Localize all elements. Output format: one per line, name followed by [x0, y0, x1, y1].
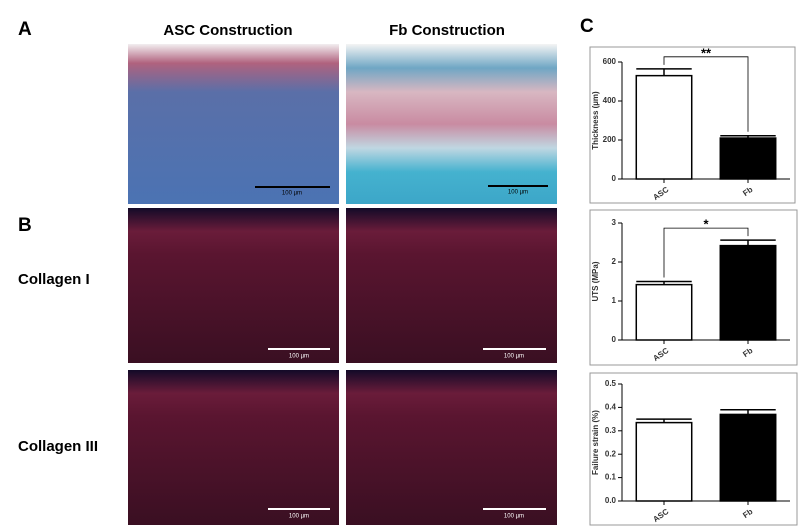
- micrograph: [128, 370, 339, 525]
- y-tick-label: 0.3: [605, 426, 617, 435]
- significance-label: **: [701, 45, 712, 60]
- y-tick-label: 0.5: [605, 379, 617, 388]
- column-header: ASC Construction: [163, 22, 292, 39]
- significance-label: *: [703, 217, 709, 232]
- y-axis-label: UTS (MPa): [591, 261, 600, 301]
- bar: [635, 74, 693, 180]
- bar: [635, 421, 693, 502]
- row-label: Collagen I: [18, 271, 90, 288]
- scale-bar-label: 100 µm: [289, 514, 309, 520]
- micrograph: [346, 208, 557, 363]
- y-tick-label: 3: [612, 218, 617, 227]
- x-tick-label: ASC: [651, 185, 670, 202]
- y-tick-label: 0: [612, 174, 617, 183]
- y-tick-label: 0: [612, 335, 617, 344]
- scale-bar-label: 100 µm: [504, 354, 524, 360]
- scale-bar-label: 100 µm: [282, 191, 302, 197]
- bar: [635, 283, 693, 341]
- y-tick-label: 400: [603, 96, 617, 105]
- y-tick-label: 0.4: [605, 403, 617, 412]
- micrograph: [128, 44, 339, 204]
- y-tick-label: 0.1: [605, 473, 617, 482]
- bar: [719, 244, 777, 341]
- y-tick-label: 600: [603, 57, 617, 66]
- chart-frame: [589, 209, 798, 366]
- scale-bar: [268, 508, 330, 510]
- bar: [719, 137, 777, 180]
- panel-label: B: [18, 215, 32, 236]
- scale-bar-label: 100 µm: [289, 354, 309, 360]
- bar: [719, 413, 777, 502]
- scale-bar: [483, 348, 546, 350]
- panel-label: A: [18, 19, 32, 40]
- y-tick-label: 200: [603, 135, 617, 144]
- chart-frame: [589, 372, 798, 526]
- scale-bar: [268, 348, 330, 350]
- x-tick-label: ASC: [651, 507, 670, 524]
- y-tick-label: 2: [612, 257, 617, 266]
- scale-bar: [488, 185, 548, 187]
- y-tick-label: 0.2: [605, 449, 617, 458]
- x-tick-label: Fb: [741, 346, 754, 359]
- x-tick-label: Fb: [741, 507, 754, 520]
- micrograph: [128, 208, 339, 363]
- y-tick-label: 0.0: [605, 496, 617, 505]
- x-tick-label: Fb: [741, 185, 754, 198]
- y-axis-label: Thickness (µm): [591, 91, 600, 150]
- panel-label: C: [580, 16, 594, 37]
- y-axis-label: Failure strain (%): [591, 410, 600, 475]
- row-label: Collagen III: [18, 438, 98, 455]
- scale-bar: [255, 186, 330, 188]
- scale-bar-label: 100 µm: [508, 190, 528, 196]
- micrograph: [346, 370, 557, 525]
- y-tick-label: 1: [612, 296, 617, 305]
- scale-bar-label: 100 µm: [504, 514, 524, 520]
- significance-bracket: [663, 56, 749, 132]
- scale-bar: [483, 508, 546, 510]
- significance-bracket: [663, 227, 749, 278]
- column-header: Fb Construction: [389, 22, 505, 39]
- x-tick-label: ASC: [651, 346, 670, 363]
- micrograph: [346, 44, 557, 204]
- chart-frame: [589, 46, 796, 204]
